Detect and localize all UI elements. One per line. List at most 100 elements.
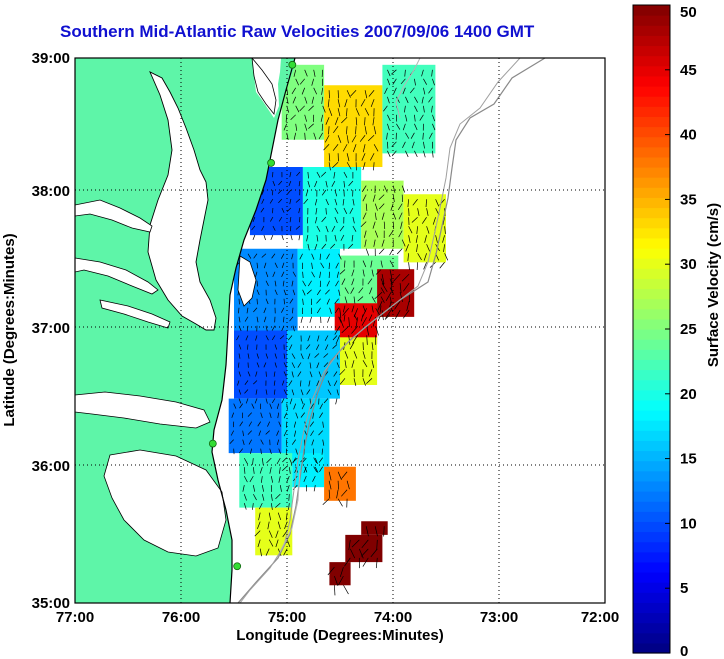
velocity-vector [303,466,307,474]
velocity-vector [302,298,304,305]
velocity-vector [376,539,378,551]
velocity-vector [252,458,254,465]
velocity-vector [414,105,418,112]
colorbar-step [633,268,670,279]
velocity-vector [263,362,267,368]
velocity-cell [377,269,415,317]
velocity-vector [343,314,346,322]
colorbar-step [633,15,670,26]
velocity-vector [393,273,401,282]
velocity-vector [300,412,305,418]
velocity-vector [328,471,332,481]
velocity-vector [283,353,286,359]
velocity-vector [374,212,377,220]
velocity-vector [439,262,445,269]
colorbar-step [633,339,670,350]
velocity-vector [362,144,366,153]
colorbar-step [633,177,670,188]
velocity-vector [334,117,339,125]
velocity-vector [334,189,338,197]
velocity-vector [408,235,411,243]
velocity-vector [290,234,293,241]
colorbar-step [633,582,670,593]
velocity-vector [242,485,245,492]
velocity-vector [380,260,383,268]
velocity-vector [339,317,344,327]
velocity-vector [414,114,416,122]
velocity-vector [289,316,294,322]
velocity-vector [402,123,406,131]
velocity-vector [295,105,300,113]
velocity-vector [389,296,392,304]
velocity-vector [421,69,424,77]
colorbar-step [633,308,670,320]
velocity-vector [231,412,235,418]
velocity-vector [229,439,234,444]
velocity-vector [292,457,298,463]
colorbar-step [633,207,670,219]
velocity-vector [309,371,313,378]
station-marker [208,439,217,448]
velocity-vector [339,567,344,577]
velocity-vector [432,78,435,86]
velocity-vector [257,421,261,427]
velocity-vector [360,221,367,227]
velocity-vector [387,123,390,131]
velocity-vector [325,225,329,233]
velocity-vector [364,239,367,247]
velocity-vector [236,335,240,341]
velocity-vector [308,105,314,111]
velocity-vector [274,280,277,287]
velocity-vector [244,389,249,394]
velocity-vectors [229,69,449,596]
velocity-vector [338,316,342,323]
velocity-vector [306,289,312,295]
velocity-vector [242,430,244,437]
velocity-vector [327,566,335,576]
velocity-vector [272,225,276,231]
velocity-vector [377,301,383,311]
velocity-vector [375,269,382,275]
velocity-vector [387,96,390,104]
velocity-vector [351,360,355,368]
velocity-vector [252,216,256,223]
velocity-vector [405,244,409,252]
velocity-vector [325,289,330,295]
velocity-vector [426,244,431,252]
velocity-vector [373,239,376,247]
velocity-vector [321,243,327,250]
velocity-vector [351,278,355,286]
velocity-vector [290,114,296,121]
velocity-vector [352,144,357,152]
velocity-vector [307,180,311,188]
velocity-vector [323,353,329,358]
velocity-vector [334,298,339,304]
velocity-vector [310,403,315,410]
velocity-vector [291,253,294,260]
velocity-cell [287,330,340,399]
velocity-vector [237,362,240,368]
velocity-vector [330,243,336,249]
velocity-vector [419,114,424,121]
velocity-vector [321,448,324,455]
velocity-vector [304,123,308,131]
velocity-cell [329,562,351,586]
velocity-vector [344,360,347,369]
velocity-vector [392,212,397,220]
colorbar-tick-label: 50 [680,4,697,21]
velocity-vector [355,117,358,126]
velocity-vector [423,78,427,85]
velocity-vector [398,230,403,238]
colorbar-step [633,440,670,452]
velocity-vector [392,185,396,193]
velocity-vector [435,235,438,243]
velocity-vector [249,475,254,483]
velocity-vector [316,380,320,387]
velocity-vector [265,271,269,278]
velocity-vector [368,369,373,377]
velocity-vector [366,335,368,345]
velocity-vector [307,280,312,287]
velocity-vector [293,403,297,410]
bathymetry-contour-inner [239,58,521,603]
velocity-vector [272,189,274,196]
